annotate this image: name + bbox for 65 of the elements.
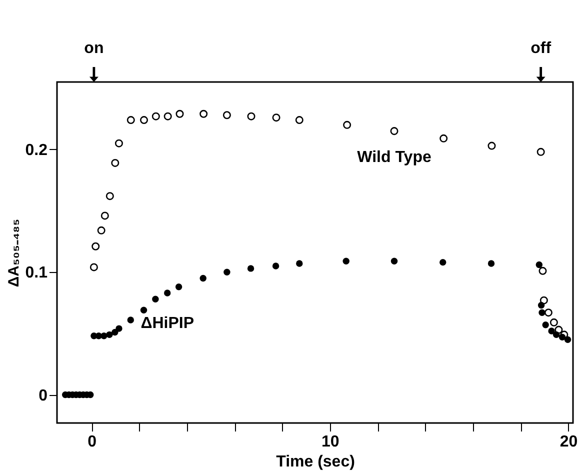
- point: [140, 306, 148, 314]
- point: [100, 332, 108, 340]
- point: [90, 263, 98, 272]
- x-axis-title: Time (sec): [276, 454, 355, 470]
- x-tick-label: 20: [560, 434, 578, 450]
- point: [127, 316, 134, 324]
- point: [390, 258, 398, 264]
- point: [222, 111, 231, 120]
- point: [200, 274, 206, 282]
- text: on: [84, 40, 104, 57]
- point: [272, 114, 280, 122]
- point: [542, 322, 549, 328]
- point: [92, 242, 100, 250]
- point: [272, 262, 280, 270]
- point: [538, 266, 547, 275]
- point: [550, 318, 558, 326]
- point: [564, 336, 572, 343]
- point: [538, 302, 545, 309]
- point: [247, 112, 256, 120]
- point: [164, 112, 172, 120]
- point: [488, 260, 495, 267]
- point: [548, 328, 555, 334]
- point: [100, 212, 109, 220]
- text: off: [530, 40, 552, 57]
- point: [111, 158, 120, 167]
- point: [552, 331, 560, 338]
- point: [390, 127, 398, 136]
- point: [440, 134, 448, 142]
- point: [152, 112, 160, 120]
- point: [554, 326, 563, 334]
- point: [343, 120, 352, 129]
- point: [200, 110, 208, 118]
- point: [247, 265, 254, 272]
- point: [538, 309, 546, 316]
- x-tick-label: 10: [322, 434, 340, 450]
- point: [544, 308, 552, 317]
- point: [295, 116, 304, 124]
- point: [224, 268, 230, 276]
- series-label: ΔHiPIP: [140, 314, 194, 332]
- y-axis-title: ΔA₅₀₅₋₄₈₅: [5, 218, 22, 288]
- point: [114, 139, 123, 148]
- series-label: Wild Type: [357, 149, 432, 166]
- point: [97, 226, 106, 234]
- point: [175, 284, 182, 290]
- point: [488, 142, 496, 150]
- point: [164, 290, 171, 296]
- x-tick-label: 0: [88, 434, 97, 450]
- point: [296, 260, 303, 267]
- point: [536, 148, 545, 156]
- point: [440, 258, 446, 266]
- point: [126, 116, 135, 124]
- point: [176, 110, 184, 118]
- point: [106, 331, 113, 338]
- y-tick-label: 0.1: [25, 264, 48, 282]
- point: [116, 325, 122, 332]
- point: [540, 296, 548, 304]
- y-tick-label: 0.2: [25, 142, 48, 159]
- y-tick-label: 0: [38, 387, 48, 404]
- point: [342, 258, 350, 264]
- point: [152, 296, 159, 302]
- point: [536, 261, 543, 268]
- point: [140, 116, 148, 124]
- point: [112, 328, 118, 336]
- point: [106, 192, 114, 200]
- point: [558, 334, 566, 340]
